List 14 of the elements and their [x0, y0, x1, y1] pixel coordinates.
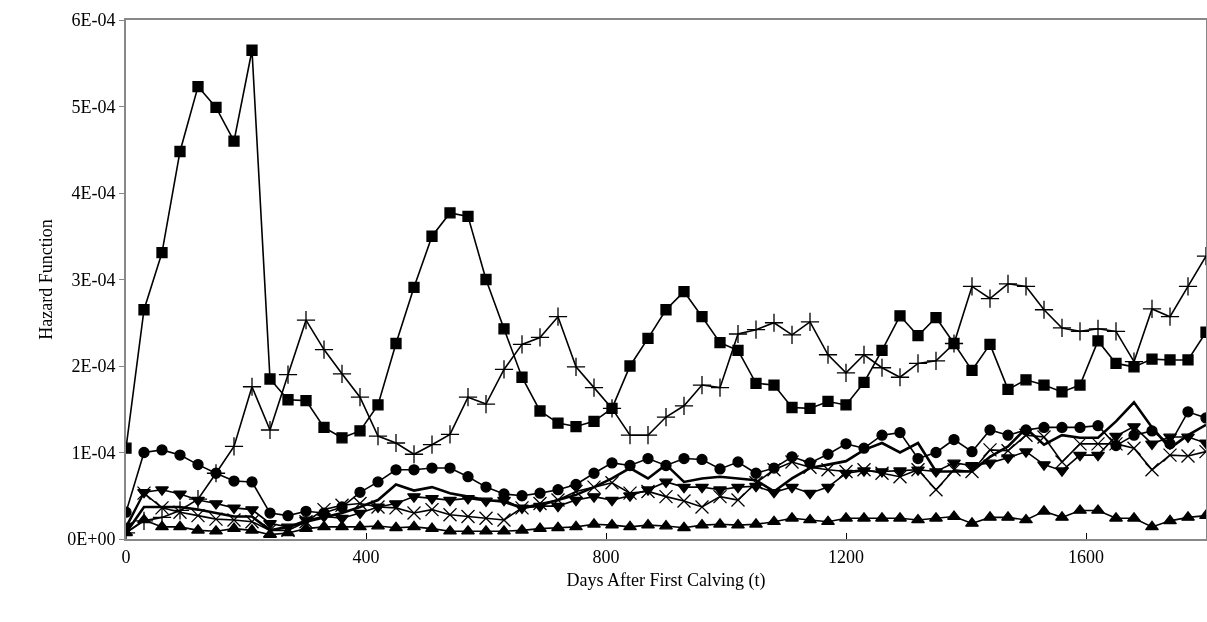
- x-tick-label: 400: [352, 546, 380, 567]
- x-tick-label: 1200: [828, 546, 864, 567]
- y-tick-label: 0E+00: [67, 529, 116, 550]
- y-tick-label: 2E-04: [71, 356, 116, 377]
- y-tick-label: 6E-04: [71, 10, 116, 31]
- y-tick-label: 1E-04: [71, 442, 116, 463]
- y-tick-label: 3E-04: [71, 269, 116, 290]
- x-tick-label: 1600: [1068, 546, 1104, 567]
- x-tick-label: 800: [592, 546, 620, 567]
- x-axis-title: Days After First Calving (t): [566, 570, 766, 592]
- y-tick-label: 5E-04: [71, 96, 116, 117]
- x-tick-label: 0: [121, 546, 131, 567]
- y-axis-title: Hazard Function: [35, 219, 56, 340]
- y-tick-label: 4E-04: [71, 183, 116, 204]
